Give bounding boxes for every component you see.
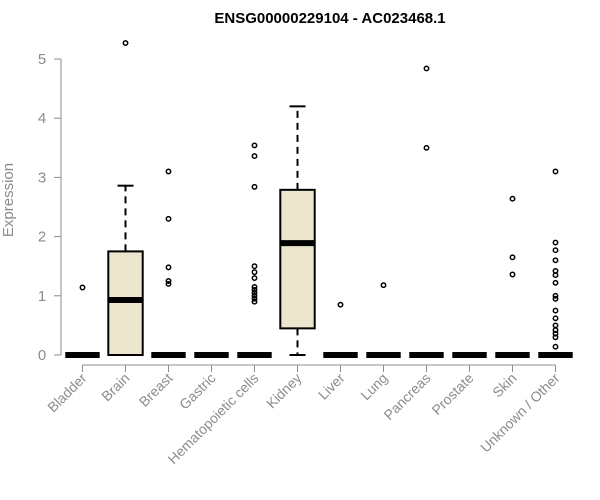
box-group — [538, 168, 573, 358]
outlier-point — [423, 65, 430, 72]
outlier-point — [79, 284, 86, 291]
x-tick-label: Kidney — [263, 370, 305, 412]
x-tick-label: Unknown / Other — [477, 370, 563, 456]
outlier-point — [251, 295, 258, 302]
outlier-point — [380, 282, 387, 289]
outlier-point — [251, 263, 258, 270]
x-tick-label: Gastric — [176, 370, 219, 413]
outlier-point — [165, 215, 172, 222]
outlier-point — [165, 168, 172, 175]
chart-title: ENSG00000229104 - AC023468.1 — [214, 10, 445, 27]
outlier-point — [251, 142, 258, 149]
outlier-point — [251, 298, 258, 305]
outlier-point — [552, 247, 559, 254]
box-group — [366, 282, 401, 358]
outlier-point — [251, 275, 258, 281]
y-tick-label: 0 — [38, 347, 46, 364]
outlier-point — [552, 327, 559, 334]
outlier-point — [552, 330, 559, 337]
outlier-point — [251, 269, 258, 276]
outlier-point — [251, 153, 258, 160]
box-group — [323, 301, 358, 358]
x-tick-label: Pancreas — [380, 370, 433, 423]
x-tick-label: Bladder — [44, 370, 90, 416]
x-tick-label: Liver — [315, 370, 348, 403]
outlier-point — [552, 315, 559, 322]
box-group — [65, 284, 100, 358]
x-tick-label: Prostate — [428, 370, 476, 418]
outlier-point — [552, 168, 559, 175]
outlier-point — [337, 301, 344, 308]
y-tick-label: 1 — [38, 288, 46, 305]
outlier-point — [251, 289, 258, 296]
box-group — [409, 65, 444, 358]
outlier-point — [552, 292, 559, 299]
box — [107, 250, 144, 356]
box-group — [107, 40, 144, 356]
outlier-point — [251, 286, 258, 293]
x-tick-label: Skin — [489, 370, 520, 401]
outlier-point — [552, 272, 559, 279]
x-tick-label: Lung — [357, 370, 390, 403]
y-tick-label: 4 — [38, 110, 46, 127]
outlier-point — [552, 334, 559, 341]
outlier-point — [509, 254, 516, 261]
box-group — [495, 195, 530, 358]
outlier-point — [165, 278, 172, 284]
outlier-point — [552, 343, 559, 350]
outlier-point — [552, 322, 559, 329]
outlier-point — [165, 264, 172, 271]
outlier-point — [251, 292, 258, 299]
outlier-point — [509, 271, 516, 278]
outlier-point — [165, 281, 172, 287]
outlier-point — [509, 195, 516, 202]
box — [279, 188, 316, 330]
y-axis: 0 1 2 3 4 5 — [38, 51, 62, 364]
outlier-point — [251, 183, 258, 190]
box-group — [279, 105, 316, 356]
x-tick-label: Breast — [136, 370, 176, 410]
outlier-point — [423, 144, 430, 151]
outlier-point — [552, 279, 559, 286]
y-tick-label: 5 — [38, 51, 46, 68]
outlier-point — [552, 239, 559, 246]
x-tick-label: Brain — [98, 370, 132, 404]
y-tick-label: 3 — [38, 169, 46, 186]
box-group — [237, 142, 272, 358]
outlier-point — [552, 307, 559, 314]
outlier-point — [552, 295, 559, 302]
box-group — [151, 168, 186, 358]
y-axis-label: Expression — [0, 163, 17, 237]
outlier-point — [552, 257, 559, 264]
outlier-point — [122, 40, 129, 46]
y-tick-label: 2 — [38, 229, 46, 246]
boxes-layer — [65, 40, 573, 358]
outlier-point — [251, 283, 258, 290]
